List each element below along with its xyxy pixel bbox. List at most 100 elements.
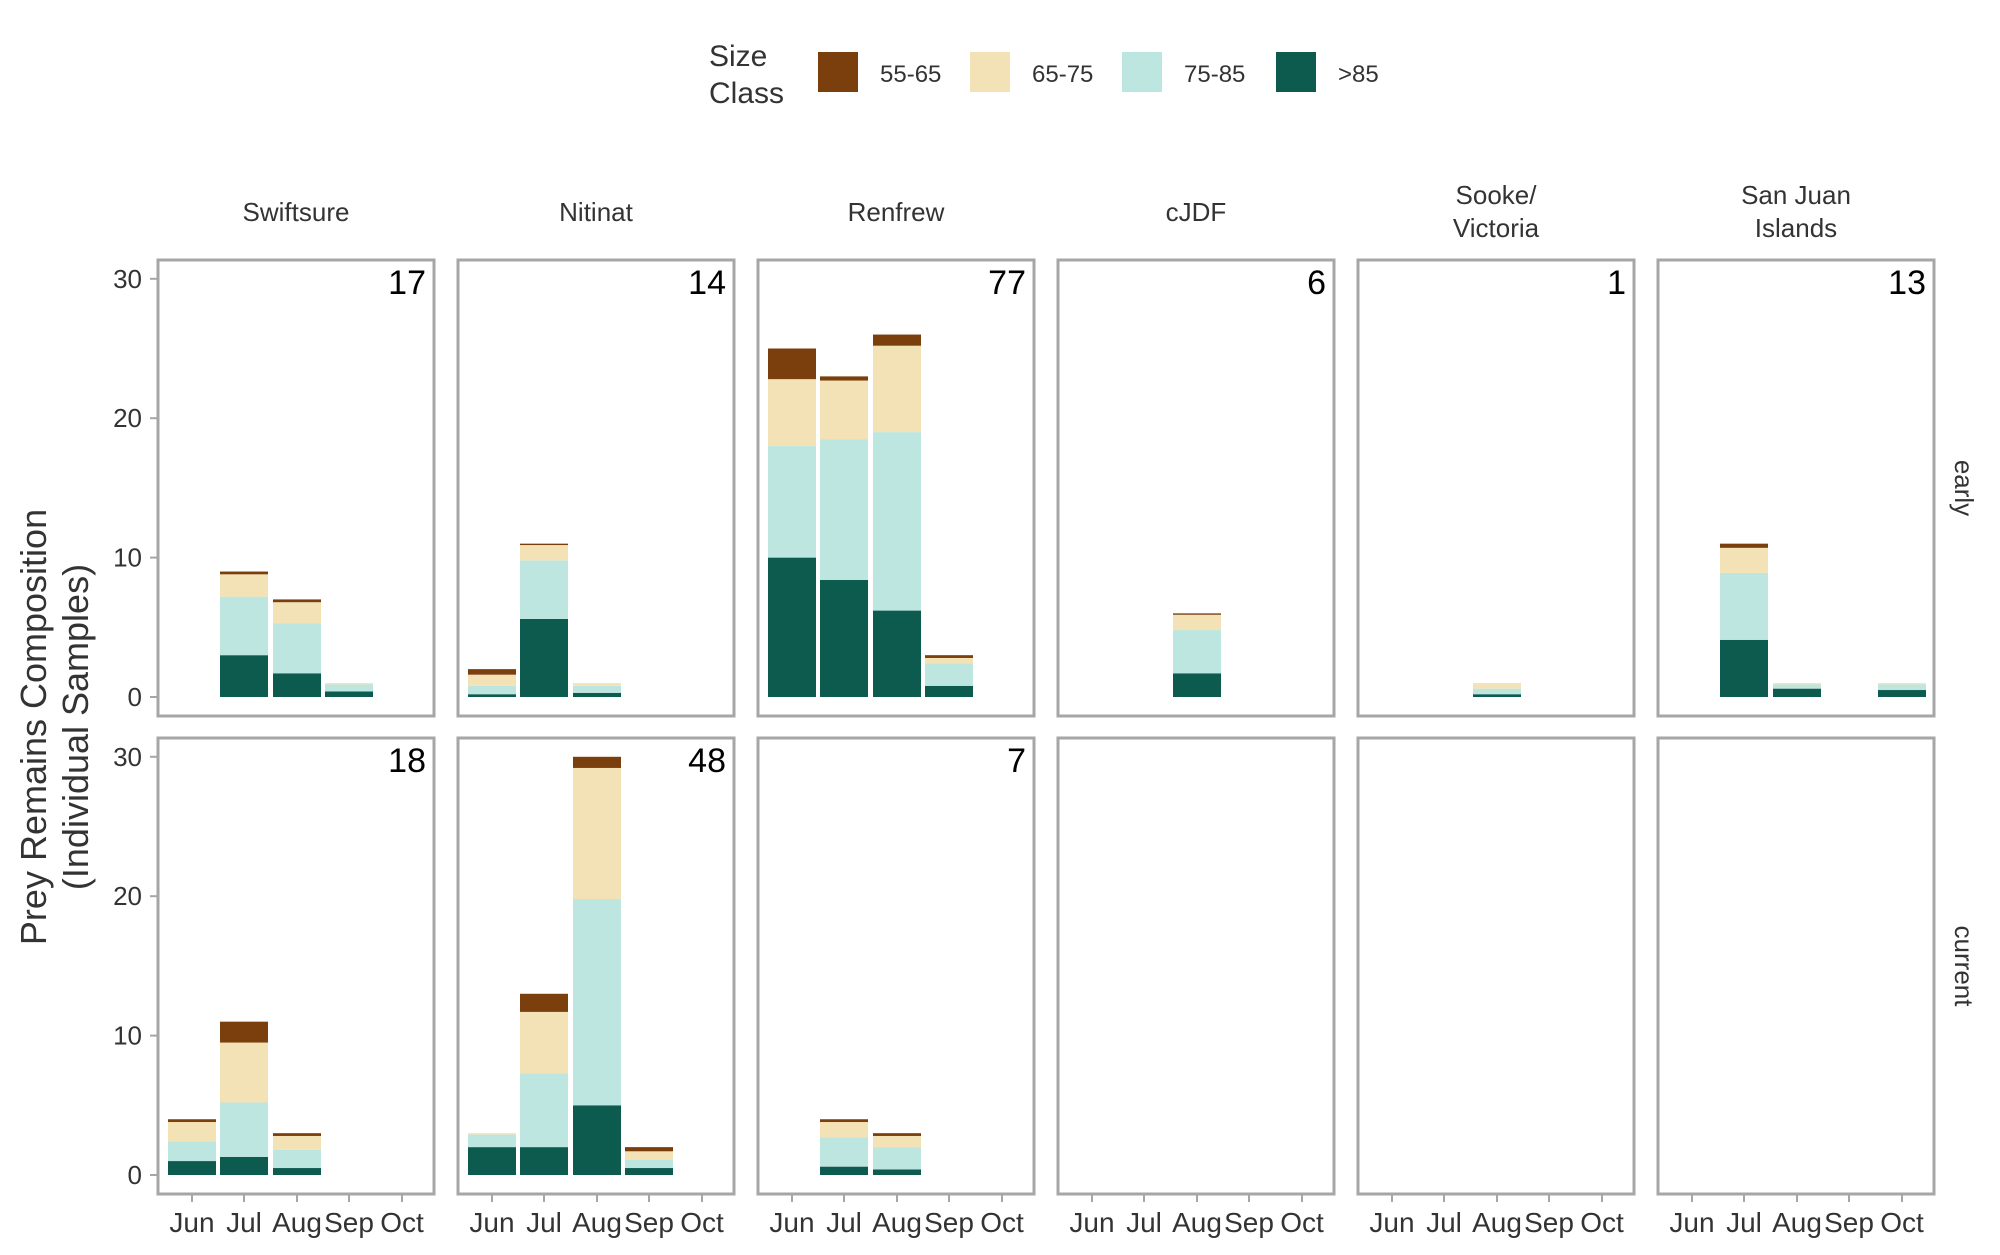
x-tick-label: Oct [380,1207,424,1238]
facet-title: Islands [1755,213,1837,243]
bar-segment [520,1011,568,1074]
bar-segment [768,379,816,447]
bar-segment [1878,683,1926,685]
x-tick-label: Aug [1472,1207,1522,1238]
x-tick-label: Oct [980,1207,1024,1238]
bar-segment [925,685,973,697]
x-tick-label: Sep [1524,1207,1574,1238]
bar-segment [873,610,921,697]
bar-segment [873,1133,921,1136]
bar-segment [168,1119,216,1123]
bar-segment [820,1137,868,1167]
panel-border [1056,736,1336,1196]
bar-segment [273,1135,321,1150]
y-tick-label: 20 [113,403,142,433]
x-tick-label: Sep [324,1207,374,1238]
bar-segment [1878,684,1926,691]
bar-segment [1173,613,1221,615]
panel-count: 7 [1007,742,1026,780]
bar-segment [625,1159,673,1169]
bar-segment [468,1134,516,1148]
bar-segment [1773,683,1821,685]
bar-segment [873,1169,921,1175]
x-tick-label: Jun [1069,1207,1114,1238]
facet-title: San Juan [1741,180,1851,210]
x-tick-label: Jun [1669,1207,1714,1238]
bar-segment [520,618,568,697]
bar-segment [520,1073,568,1148]
bar-segment [273,599,321,603]
bar-segment [925,657,973,664]
bar-segment [220,574,268,597]
bar-segment [820,1122,868,1138]
bar-segment [220,596,268,656]
bar-segment [1773,684,1821,689]
bar-segment [625,1147,673,1152]
bar-segment [1173,673,1221,697]
panel-count: 6 [1307,264,1326,302]
bar-segment [168,1161,216,1175]
bar-segment [768,348,816,380]
panel-count: 14 [688,264,726,302]
x-tick-label: Oct [680,1207,724,1238]
x-tick-label: Sep [1824,1207,1874,1238]
bar-segment [768,446,816,558]
bar-segment [873,345,921,433]
x-tick-label: Jul [1426,1207,1462,1238]
bar-segment [273,1149,321,1169]
bar-segment [273,673,321,697]
panel-border [456,258,736,718]
panel-border [1356,736,1636,1196]
bar-segment [625,1168,673,1175]
bar-segment [520,560,568,619]
legend-label: >85 [1338,61,1379,88]
bar-segment [520,543,568,546]
bar-segment [1720,639,1768,697]
bar-segment [468,674,516,686]
bar-segment [468,694,516,697]
legend-swatch [1122,52,1162,92]
bar-segment [1720,547,1768,573]
bar-segment [573,756,621,768]
bar-segment [220,1021,268,1043]
x-tick-label: Oct [1280,1207,1324,1238]
bar-segment [220,1102,268,1157]
legend-label: 65-75 [1032,61,1093,88]
x-tick-label: Jul [1126,1207,1162,1238]
facet-title: Renfrew [848,197,945,227]
bar-segment [325,683,373,685]
panel-border [156,258,436,718]
y-tick-label: 10 [113,1021,142,1051]
bar-segment [820,1119,868,1123]
bar-segment [820,376,868,381]
bar-segment [468,685,516,695]
bar-segment [273,1168,321,1175]
bar-segment [873,334,921,346]
y-tick-label: 0 [128,1160,142,1190]
x-tick-label: Jul [526,1207,562,1238]
bar-segment [168,1122,216,1142]
panel-count: 17 [388,264,426,302]
legend-label: 75-85 [1184,61,1245,88]
y-axis-label: Prey Remains Composition [13,509,54,945]
bar-segment [573,692,621,697]
bar-segment [820,380,868,440]
bar-segment [573,898,621,1106]
panel-border [1656,258,1936,718]
x-tick-label: Sep [1224,1207,1274,1238]
bar-segment [1720,572,1768,640]
y-tick-label: 20 [113,881,142,911]
x-tick-label: Jul [1726,1207,1762,1238]
bar-segment [325,691,373,697]
bar-segment [573,1105,621,1175]
bar-segment [273,602,321,624]
bar-segment [520,1147,568,1175]
x-tick-label: Aug [272,1207,322,1238]
bar-segment [220,1042,268,1103]
bar-segment [273,1133,321,1136]
panel-count: 77 [988,264,1026,302]
bar-segment [925,655,973,658]
bar-segment [1473,683,1521,689]
